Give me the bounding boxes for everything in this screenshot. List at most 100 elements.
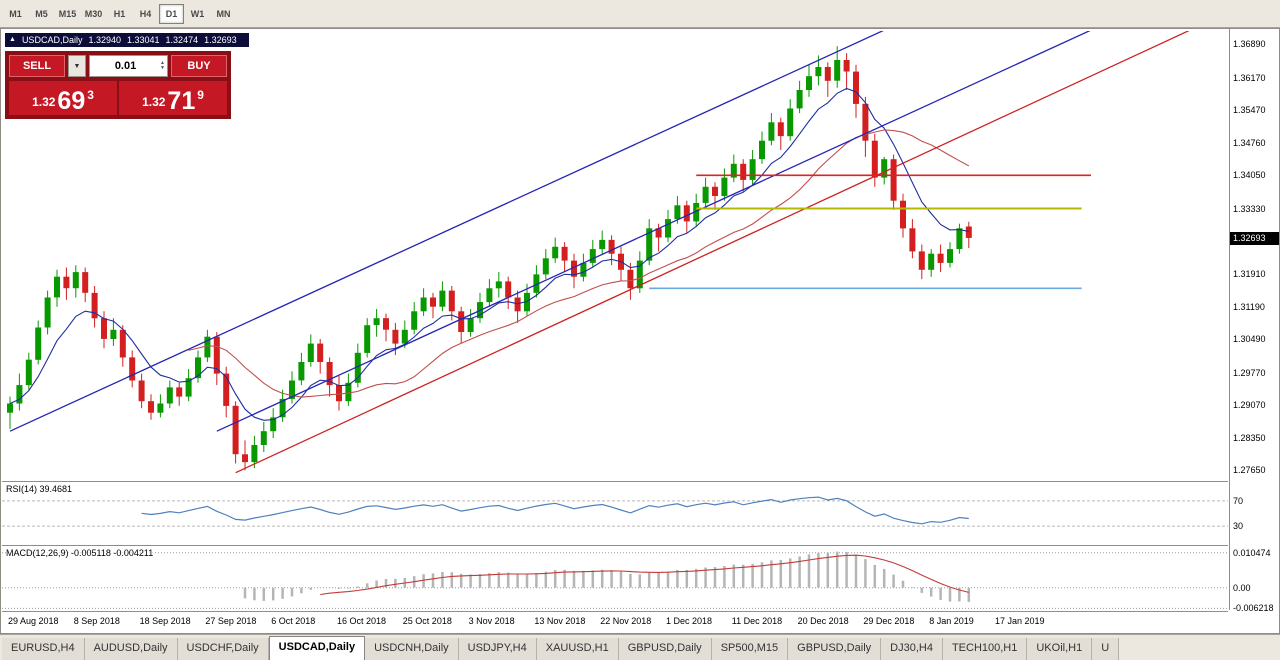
date-axis-label: 22 Nov 2018 [600, 616, 652, 626]
price-axis-label: 1.31910 [1233, 268, 1266, 279]
price-axis-label: 1.28350 [1233, 433, 1266, 444]
sell-button[interactable]: SELL [9, 55, 65, 77]
date-axis-label: 13 Nov 2018 [534, 616, 586, 626]
chart-tab-usdjpy-h4[interactable]: USDJPY,H4 [458, 638, 537, 660]
ohlc-low: 1.32474 [165, 35, 199, 45]
chart-tab-usdchf-daily[interactable]: USDCHF,Daily [177, 638, 269, 660]
timeframe-button-w1[interactable]: W1 [185, 4, 210, 24]
date-axis-label: 16 Oct 2018 [337, 616, 387, 626]
macd-axis-label: -0.006218 [1233, 603, 1274, 614]
date-axis-label: 8 Sep 2018 [73, 616, 120, 626]
date-axis-label: 18 Sep 2018 [139, 616, 191, 626]
chart-tab-dj30-h4[interactable]: DJ30,H4 [881, 638, 943, 660]
chart-tab-gbpusd-daily[interactable]: GBPUSD,Daily [788, 638, 882, 660]
price-axis-label: 1.30490 [1233, 334, 1266, 345]
main-chart-area[interactable] [2, 29, 1228, 481]
macd-axis-label: 0.00 [1233, 582, 1251, 593]
channel-upper-blue[interactable] [9, 29, 1044, 432]
timeframe-button-m5[interactable]: M5 [29, 4, 54, 24]
date-axis-label: 3 Nov 2018 [468, 616, 515, 626]
price-axis-separator [1229, 29, 1230, 610]
price-axis-label: 1.36890 [1233, 39, 1266, 50]
date-axis-label: 11 Dec 2018 [731, 616, 783, 626]
date-axis-label: 20 Dec 2018 [797, 616, 849, 626]
sell-price-sup: 3 [87, 88, 94, 102]
date-axis-label: 1 Dec 2018 [666, 616, 713, 626]
spin-up-icon[interactable]: ▲ [160, 60, 165, 66]
spin-down-icon[interactable]: ▼ [160, 65, 165, 71]
collapse-icon[interactable]: ▲ [9, 36, 16, 43]
macd-panel[interactable] [2, 545, 1228, 611]
buy-button[interactable]: BUY [171, 55, 227, 77]
price-axis-label: 1.34050 [1233, 170, 1266, 181]
ohlc-close: 1.32693 [204, 35, 237, 45]
chart-tab-u[interactable]: U [1092, 638, 1120, 660]
current-price-tag: 1.32693 [1230, 231, 1279, 245]
sell-price-display[interactable]: 1.32 69 3 [9, 81, 117, 115]
price-axis-label: 1.35470 [1233, 104, 1266, 115]
timeframe-button-h4[interactable]: H4 [133, 4, 158, 24]
chart-tab-xauusd-h1[interactable]: XAUUSD,H1 [536, 638, 619, 660]
chart-tab-usdcnh-daily[interactable]: USDCNH,Daily [365, 638, 459, 660]
timeframe-button-m1[interactable]: M1 [3, 4, 28, 24]
chart-symbol-label: USDCAD,Daily [21, 35, 83, 45]
chart-tab-ukoil-h1[interactable]: UKOil,H1 [1027, 638, 1093, 660]
price-axis-label: 1.31190 [1233, 302, 1265, 313]
rsi-canvas[interactable] [2, 482, 1228, 545]
price-axis-label: 1.29770 [1233, 367, 1266, 378]
macd-indicator-label: MACD(12,26,9) -0.005118 -0.004211 [6, 548, 154, 558]
date-axis-label: 27 Sep 2018 [205, 616, 257, 626]
ohlc-high: 1.33041 [127, 35, 160, 45]
candlestick-series [7, 46, 972, 471]
volume-value: 0.01 [114, 60, 137, 72]
chevron-down-icon: ▼ [73, 62, 81, 70]
timeframe-button-d1[interactable]: D1 [159, 3, 184, 24]
date-axis-label: 17 Jan 2019 [995, 616, 1045, 626]
buy-price-big: 71 [167, 87, 196, 115]
sell-price-big: 69 [57, 87, 86, 115]
buy-price-prefix: 1.32 [142, 95, 166, 109]
date-axis-label: 8 Jan 2019 [929, 616, 974, 626]
macd-axis-label: 0.010474 [1233, 547, 1271, 558]
date-axis-label: 29 Aug 2018 [8, 616, 59, 626]
volume-input[interactable]: 0.01 ▲ ▼ [89, 55, 168, 77]
chart-window: ▲ USDCAD,Daily 1.32940 1.33041 1.32474 1… [0, 28, 1280, 634]
chart-tabbar: EURUSD,H4 AUDUSD,Daily USDCHF,Daily USDCAD,… [0, 634, 1280, 660]
price-axis-label: 1.34760 [1233, 137, 1266, 148]
order-options-dropdown[interactable]: ▼ [68, 55, 86, 77]
macd-canvas[interactable] [2, 546, 1228, 611]
chart-tab-gbpusd-daily[interactable]: GBPUSD,Daily [618, 638, 712, 660]
chart-tab-sp500-m15[interactable]: SP500,M15 [711, 638, 789, 660]
ohlc-open: 1.32940 [88, 35, 121, 45]
chart-tab-tech100-h1[interactable]: TECH100,H1 [942, 638, 1028, 660]
date-axis-label: 6 Oct 2018 [271, 616, 316, 626]
chart-tab-eurusd-h4[interactable]: EURUSD,H4 [2, 638, 85, 660]
channel-lower-blue[interactable] [216, 29, 1228, 432]
timeframe-button-m30[interactable]: M30 [81, 4, 106, 24]
price-axis-label: 1.29070 [1233, 399, 1266, 410]
rsi-axis-label: 70 [1233, 495, 1244, 506]
date-axis-label: 25 Oct 2018 [402, 616, 452, 626]
timeframe-button-m15[interactable]: M15 [55, 4, 80, 24]
timeframe-toolbar: M1 M5 M15 M30 H1 H4 D1 W1 MN [0, 0, 1280, 28]
chart-tab-usdcad-daily[interactable]: USDCAD,Daily [268, 636, 366, 660]
price-axis-label: 1.27650 [1233, 465, 1266, 476]
one-click-trading-panel: SELL ▼ 0.01 ▲ ▼ BUY 1.32 69 3 1.32 71 [5, 51, 231, 119]
price-axis-label: 1.36170 [1233, 72, 1266, 83]
date-axis[interactable]: 29 Aug 2018 8 Sep 2018 18 Sep 2018 27 Sep 2… [2, 611, 1228, 633]
chart-tab-audusd-daily[interactable]: AUDUSD,Daily [84, 638, 178, 660]
ascending-red[interactable] [235, 29, 1228, 474]
buy-price-display[interactable]: 1.32 71 9 [119, 81, 227, 115]
sell-price-prefix: 1.32 [32, 95, 56, 109]
price-axis-label: 1.33330 [1233, 203, 1266, 214]
buy-price-sup: 9 [197, 88, 204, 102]
rsi-indicator-label: RSI(14) 39.4681 [6, 484, 73, 494]
date-axis-label: 29 Dec 2018 [863, 616, 915, 626]
chart-title: ▲ USDCAD,Daily 1.32940 1.33041 1.32474 1… [5, 33, 249, 47]
rsi-panel[interactable] [2, 481, 1228, 545]
main-chart-canvas[interactable] [2, 29, 1228, 481]
rsi-axis-label: 30 [1233, 521, 1244, 532]
timeframe-button-mn[interactable]: MN [211, 4, 236, 24]
timeframe-button-h1[interactable]: H1 [107, 4, 132, 24]
chart-objects [9, 29, 1228, 474]
